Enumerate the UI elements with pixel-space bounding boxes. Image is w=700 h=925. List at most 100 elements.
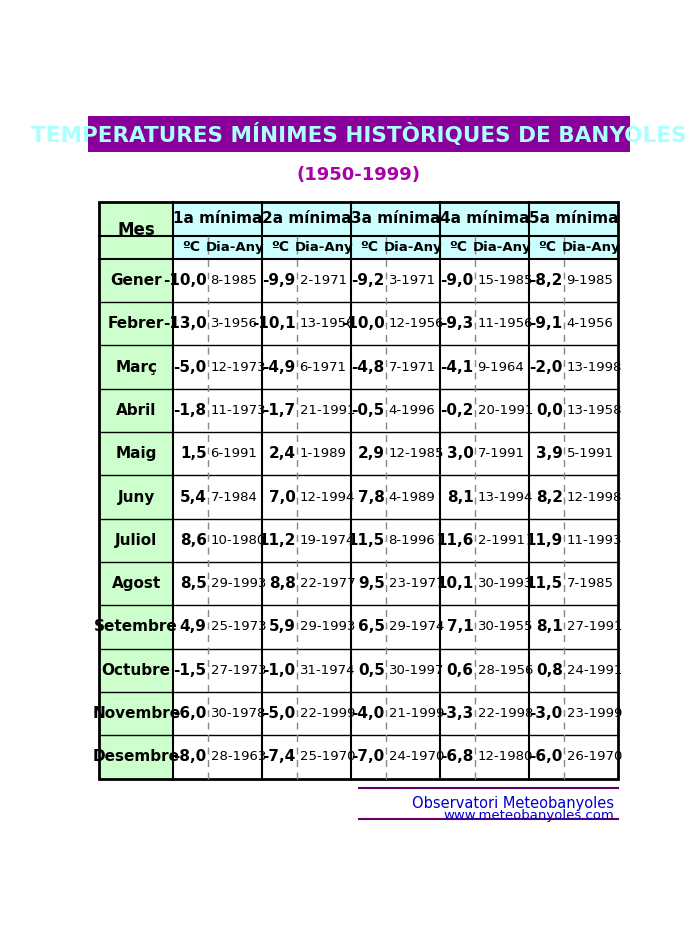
Bar: [174, 562, 618, 605]
Text: 30-1993: 30-1993: [477, 577, 533, 590]
Text: 22-1998: 22-1998: [477, 707, 533, 721]
Text: 1,5: 1,5: [180, 446, 206, 462]
Text: 7-1985: 7-1985: [566, 577, 614, 590]
Bar: [174, 259, 618, 302]
Bar: [174, 605, 618, 648]
Text: -4,8: -4,8: [351, 360, 385, 375]
Text: 24-1991: 24-1991: [566, 664, 622, 677]
Text: 0,8: 0,8: [536, 663, 563, 678]
Text: 23-1977: 23-1977: [389, 577, 444, 590]
Bar: [99, 605, 174, 648]
Text: 4,9: 4,9: [180, 620, 206, 635]
Text: -4,0: -4,0: [351, 706, 385, 722]
Text: 11,2: 11,2: [258, 533, 295, 548]
Text: TEMPERATURES MÍNIMES HISTÒRIQUES DE BANYOLES: TEMPERATURES MÍNIMES HISTÒRIQUES DE BANY…: [31, 123, 687, 145]
Bar: [174, 475, 618, 519]
Text: Dia-Any: Dia-Any: [295, 240, 354, 253]
Text: 28-1956: 28-1956: [477, 664, 533, 677]
Text: (1950-1999): (1950-1999): [297, 166, 421, 184]
Bar: [99, 202, 618, 779]
Text: -10,0: -10,0: [163, 273, 206, 288]
Text: 7,1: 7,1: [447, 620, 474, 635]
Text: 9-1964: 9-1964: [477, 361, 524, 374]
Bar: [174, 692, 618, 735]
Text: 8,5: 8,5: [180, 576, 206, 591]
Bar: [174, 302, 618, 345]
Bar: [174, 735, 618, 779]
Text: Abril: Abril: [116, 403, 156, 418]
Text: -0,2: -0,2: [440, 403, 474, 418]
Text: 26-1970: 26-1970: [566, 750, 622, 763]
Text: 13-1958: 13-1958: [566, 404, 622, 417]
Text: 22-1977: 22-1977: [300, 577, 355, 590]
Text: 4a mínima: 4a mínima: [440, 211, 530, 227]
Text: Juny: Juny: [118, 489, 155, 504]
Text: Gener: Gener: [111, 273, 162, 288]
Bar: [174, 345, 618, 388]
Text: 3,0: 3,0: [447, 446, 474, 462]
Text: 7-1984: 7-1984: [211, 490, 258, 503]
Text: 12-1956: 12-1956: [389, 317, 444, 330]
Bar: [99, 475, 174, 519]
Text: Setembre: Setembre: [94, 620, 178, 635]
Text: 11-1973: 11-1973: [211, 404, 266, 417]
Text: Mes: Mes: [118, 221, 155, 240]
Text: -5,0: -5,0: [174, 360, 206, 375]
Text: 8,1: 8,1: [447, 489, 474, 504]
Text: 28-1963: 28-1963: [211, 750, 266, 763]
Text: 0,6: 0,6: [447, 663, 474, 678]
Bar: [99, 648, 174, 692]
Text: 1-1989: 1-1989: [300, 448, 346, 461]
Text: ºC: ºC: [449, 240, 467, 254]
Text: 11,5: 11,5: [347, 533, 385, 548]
Bar: [174, 432, 618, 475]
Text: 11,6: 11,6: [436, 533, 474, 548]
Bar: [174, 202, 618, 236]
Text: 30-1955: 30-1955: [477, 621, 533, 634]
Text: 0,0: 0,0: [536, 403, 563, 418]
Text: -9,9: -9,9: [262, 273, 295, 288]
Text: ºC: ºC: [538, 240, 556, 254]
Text: 11-1993: 11-1993: [566, 534, 622, 547]
Text: Desembre: Desembre: [92, 749, 180, 764]
Text: 31-1974: 31-1974: [300, 664, 355, 677]
Text: 21-1999: 21-1999: [389, 707, 444, 721]
Text: 25-1970: 25-1970: [300, 750, 355, 763]
Text: Febrer: Febrer: [108, 316, 164, 331]
Text: 30-1997: 30-1997: [389, 664, 444, 677]
Text: 5-1991: 5-1991: [566, 448, 614, 461]
Text: 19-1974: 19-1974: [300, 534, 355, 547]
Text: 9-1985: 9-1985: [566, 274, 613, 287]
Text: 13-1994: 13-1994: [477, 490, 533, 503]
Text: 2-1971: 2-1971: [300, 274, 346, 287]
Text: 2a mínima: 2a mínima: [262, 211, 351, 227]
Text: 4-1996: 4-1996: [389, 404, 435, 417]
Text: 4-1956: 4-1956: [566, 317, 613, 330]
Text: 22-1999: 22-1999: [300, 707, 355, 721]
Text: 23-1999: 23-1999: [566, 707, 622, 721]
Text: 12-1994: 12-1994: [300, 490, 355, 503]
Text: 13-1998: 13-1998: [566, 361, 622, 374]
Text: Maig: Maig: [116, 446, 157, 462]
Text: 7-1971: 7-1971: [389, 361, 435, 374]
Text: 5,9: 5,9: [269, 620, 295, 635]
Text: 3-1971: 3-1971: [389, 274, 435, 287]
Text: -6,0: -6,0: [529, 749, 563, 764]
Text: -8,0: -8,0: [174, 749, 206, 764]
Text: 3a mínima: 3a mínima: [351, 211, 440, 227]
Text: -0,5: -0,5: [351, 403, 385, 418]
Text: 20-1991: 20-1991: [477, 404, 533, 417]
Text: 29-1993: 29-1993: [300, 621, 355, 634]
Text: 25-1973: 25-1973: [211, 621, 266, 634]
Text: -5,0: -5,0: [262, 706, 295, 722]
Bar: [99, 562, 174, 605]
Text: -9,3: -9,3: [440, 316, 474, 331]
Text: 3-1956: 3-1956: [211, 317, 258, 330]
Text: ºC: ºC: [182, 240, 199, 254]
Text: 8,2: 8,2: [536, 489, 563, 504]
Text: 13-1956: 13-1956: [300, 317, 355, 330]
Text: 11,9: 11,9: [526, 533, 563, 548]
Text: 12-1973: 12-1973: [211, 361, 266, 374]
Text: -7,4: -7,4: [262, 749, 295, 764]
Text: -10,0: -10,0: [341, 316, 385, 331]
